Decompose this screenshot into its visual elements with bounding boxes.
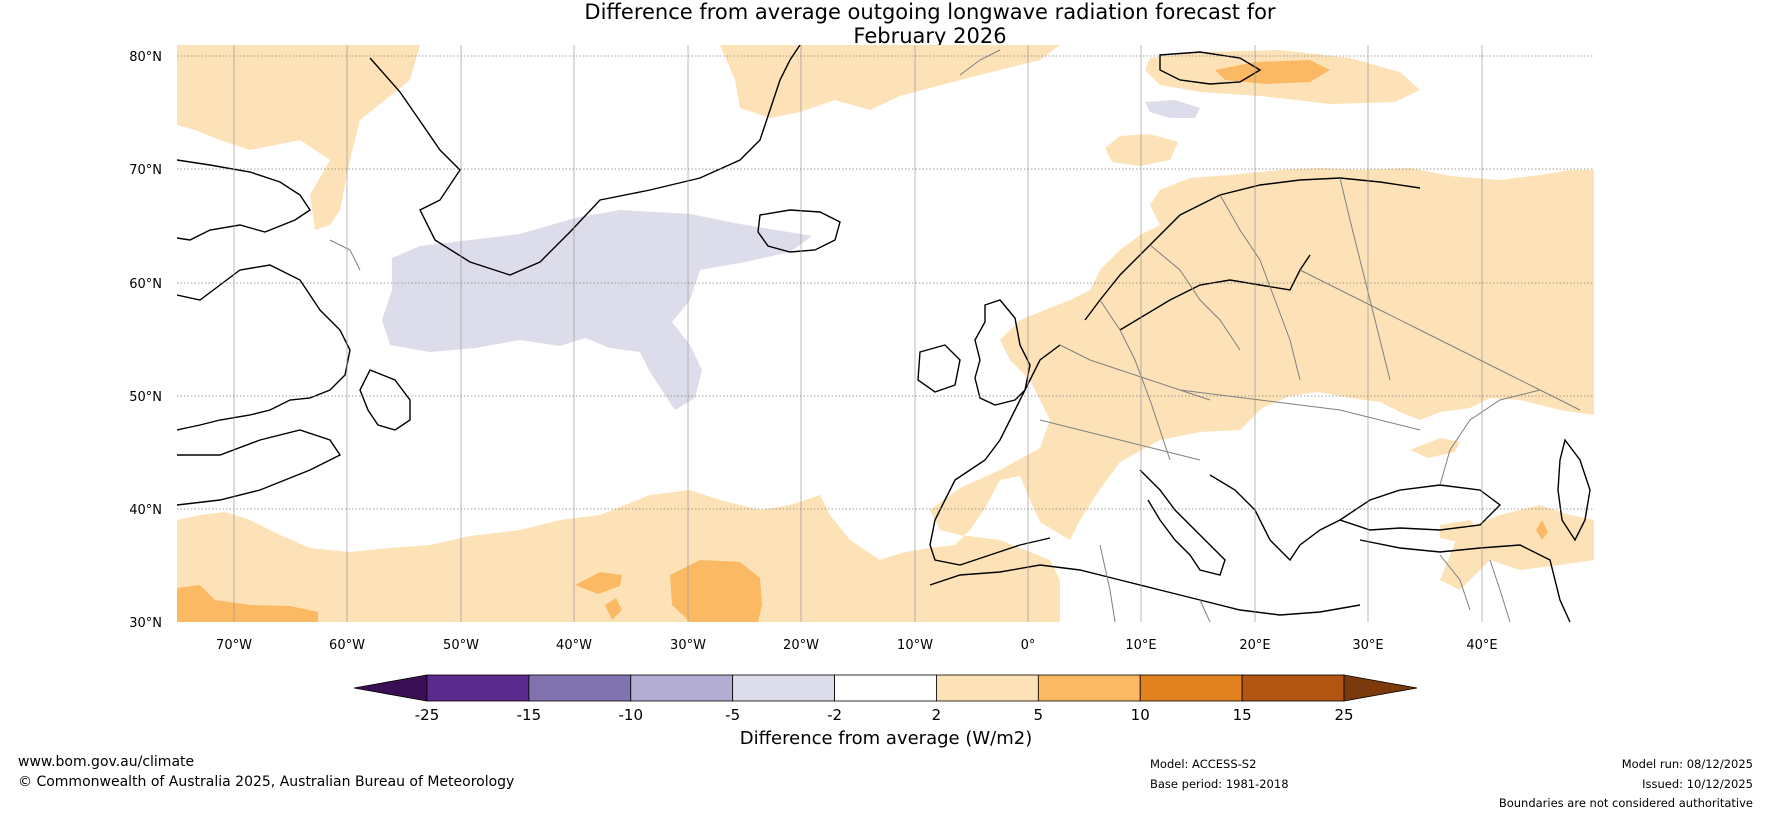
lon-label: 30°W	[670, 638, 706, 653]
coastline-labrador	[177, 264, 351, 431]
coastline-iceland	[757, 209, 841, 253]
coastline-black-sea	[1338, 484, 1502, 531]
colorbar-tick-label: -2	[827, 706, 842, 724]
colorbar-bin	[1139, 674, 1243, 702]
coastline-north-africa	[929, 564, 1361, 616]
lon-label: 40°E	[1466, 638, 1497, 653]
anomaly-positive-5-10-small-2	[605, 598, 622, 620]
anomaly-positive-nw	[177, 45, 420, 230]
lat-label: 50°N	[129, 390, 162, 405]
colorbar-extend-high	[1343, 674, 1418, 702]
lon-label: 40°W	[556, 638, 592, 653]
colorbar-tick-label: 10	[1131, 706, 1150, 724]
anomaly-positive-svalbard-s	[1105, 134, 1178, 166]
lat-label: 30°N	[129, 616, 162, 631]
model-name: Model: ACCESS-S2	[1150, 757, 1257, 771]
lat-label: 40°N	[129, 503, 162, 518]
lon-label: 20°E	[1239, 638, 1270, 653]
anomaly-positive-5-10-small	[575, 572, 622, 594]
colorbar-bin	[1241, 674, 1345, 702]
anomaly-positive-turkey	[1410, 438, 1460, 458]
anomaly-positive-atlantic-south	[177, 490, 1060, 622]
lat-label: 70°N	[129, 163, 162, 178]
colorbar-bins	[426, 674, 1345, 702]
colorbar-bin	[732, 674, 835, 702]
anomaly-positive-5-10-east	[1536, 520, 1548, 540]
anomaly-positive-europe	[720, 168, 1594, 622]
lon-label: 10°E	[1125, 638, 1156, 653]
coastline-baffin	[177, 159, 311, 241]
coastline-ireland	[917, 344, 961, 393]
website-link[interactable]: www.bom.gov.au/climate	[18, 754, 195, 770]
model-run-date: Model run: 08/12/2025	[1621, 757, 1753, 771]
colorbar-tick-label: 2	[932, 706, 942, 724]
coastlines	[177, 45, 1591, 622]
lon-label: 60°W	[329, 638, 365, 653]
colorbar-bin	[936, 674, 1039, 702]
lat-label: 80°N	[129, 50, 162, 65]
anomaly-positive-east	[1440, 505, 1594, 590]
colorbar-extend-low	[353, 674, 428, 702]
lon-label: 10°W	[897, 638, 933, 653]
base-period: Base period: 1981-2018	[1150, 777, 1289, 791]
colorbar-bin	[834, 674, 937, 702]
colorbar-bin	[528, 674, 632, 702]
copyright-text: © Commonwealth of Australia 2025, Austra…	[18, 774, 515, 790]
title-line-2: February 2026	[853, 24, 1007, 48]
colorbar-tick-label: -5	[725, 706, 740, 724]
anomaly-positive-5-10-svalbard	[1215, 60, 1330, 84]
coastline-baltic	[1119, 254, 1311, 331]
coastline-novascotia	[177, 429, 342, 506]
issued-date: Issued: 10/12/2025	[1642, 777, 1753, 791]
colorbar-tick-labels: -25 -15 -10 -5 -2 2 5 10 15 25	[415, 706, 1354, 724]
lon-label: 50°W	[443, 638, 479, 653]
coastline-europe-west	[929, 344, 1061, 566]
colorbar-label: Difference from average (W/m2)	[739, 728, 1033, 749]
lon-label: 0°	[1021, 638, 1036, 653]
coastline-turkey	[1359, 539, 1571, 622]
lat-labels: 80°N 70°N 60°N 50°N 40°N 30°N	[129, 50, 162, 631]
lon-labels: 70°W 60°W 50°W 40°W 30°W 20°W 10°W 0° 10…	[216, 638, 1498, 653]
lon-label: 30°E	[1352, 638, 1383, 653]
colorbar-bin	[426, 674, 530, 702]
colorbar: -25 -15 -10 -5 -2 2 5 10 15 25	[353, 674, 1418, 724]
colorbar-tick-label: 15	[1233, 706, 1252, 724]
anomaly-positive-small-1	[1440, 520, 1480, 542]
title-line-1: Difference from average outgoing longwav…	[584, 0, 1276, 24]
graticule-parallels	[177, 55, 1594, 510]
colorbar-tick-label: -10	[619, 706, 644, 724]
coastline-caspian	[1557, 438, 1591, 542]
anomaly-negative-svalbard	[1145, 100, 1200, 118]
map-area	[177, 45, 1594, 622]
coastline-italy	[1139, 469, 1226, 576]
lon-label: 70°W	[216, 638, 252, 653]
colorbar-bin	[1037, 674, 1141, 702]
anomaly-positive-5-10-midatlantic	[670, 560, 762, 622]
coastline-svalbard	[1159, 51, 1262, 85]
colorbar-tick-label: -25	[415, 706, 440, 724]
disclaimer-text: Boundaries are not considered authoritat…	[1498, 796, 1753, 810]
lon-label: 20°W	[783, 638, 819, 653]
anomaly-negative-atlantic	[382, 210, 812, 410]
anomaly-positive-5-10-sw	[177, 585, 318, 622]
colorbar-bin	[630, 674, 734, 702]
graticule-meridians	[233, 45, 1483, 622]
coastline-greenland	[369, 45, 801, 276]
map-title: Difference from average outgoing longwav…	[0, 0, 1770, 48]
colorbar-tick-label: 25	[1334, 706, 1353, 724]
country-borders	[329, 49, 1581, 622]
colorbar-tick-label: -15	[517, 706, 542, 724]
coastline-balkans	[1209, 474, 1341, 562]
coastline-britain	[974, 299, 1031, 406]
colorbar-tick-label: 5	[1034, 706, 1044, 724]
lat-label: 60°N	[129, 277, 162, 292]
coastline-newfoundland	[359, 369, 411, 431]
